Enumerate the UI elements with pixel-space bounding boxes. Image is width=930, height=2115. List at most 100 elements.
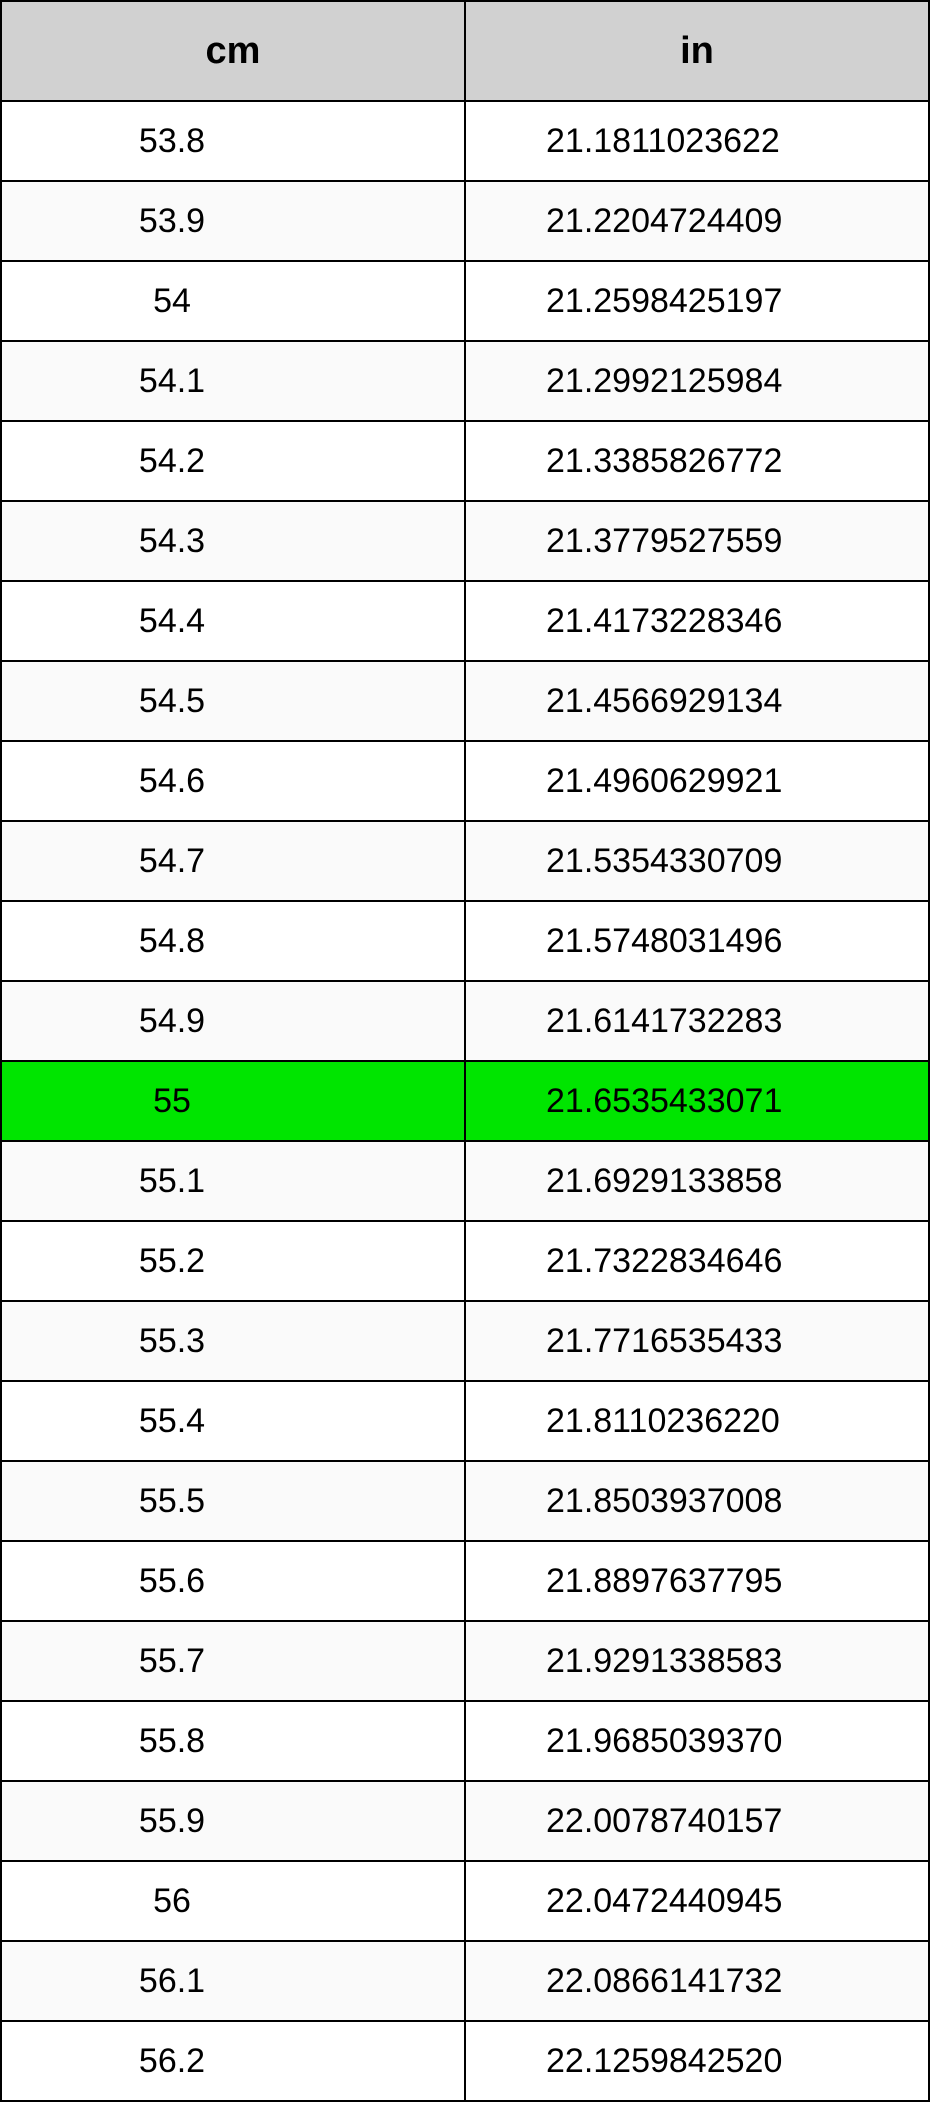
cell-cm-value: 56 xyxy=(132,1882,212,1921)
cell-cm: 54.1 xyxy=(1,341,465,421)
table-row: 54.9 21.6141732283 xyxy=(1,981,929,1061)
cell-in: 22.0472440945 xyxy=(465,1861,929,1941)
cell-in: 21.5354330709 xyxy=(465,821,929,901)
cell-cm-value: 54.4 xyxy=(132,602,212,641)
cell-in: 21.1811023622 xyxy=(465,101,929,181)
cell-in-value: 22.0866141732 xyxy=(546,1962,782,2001)
cell-in-value: 21.1811023622 xyxy=(546,122,780,161)
cell-cm-value: 55.2 xyxy=(132,1242,212,1281)
cell-in: 21.7322834646 xyxy=(465,1221,929,1301)
cell-cm-value: 55.1 xyxy=(132,1162,212,1201)
cell-in-value: 22.1259842520 xyxy=(546,2042,782,2081)
cell-cm: 55 xyxy=(1,1061,465,1141)
cell-in-value: 21.8503937008 xyxy=(546,1482,782,1521)
cell-cm: 54.3 xyxy=(1,501,465,581)
cell-cm: 55.3 xyxy=(1,1301,465,1381)
cell-in: 21.6141732283 xyxy=(465,981,929,1061)
cell-in: 21.6929133858 xyxy=(465,1141,929,1221)
cell-cm: 54.9 xyxy=(1,981,465,1061)
cell-cm-value: 54.7 xyxy=(132,842,212,881)
cell-in: 21.4566929134 xyxy=(465,661,929,741)
cell-cm: 55.2 xyxy=(1,1221,465,1301)
cell-cm: 54.8 xyxy=(1,901,465,981)
cell-cm: 53.9 xyxy=(1,181,465,261)
table-row: 55.6 21.8897637795 xyxy=(1,1541,929,1621)
cell-cm-value: 55.5 xyxy=(132,1482,212,1521)
table-row: 54.3 21.3779527559 xyxy=(1,501,929,581)
cell-in-value: 21.6141732283 xyxy=(546,1002,782,1041)
cell-in: 21.6535433071 xyxy=(465,1061,929,1141)
cell-in-value: 21.5748031496 xyxy=(546,922,782,961)
table-row: 55.9 22.0078740157 xyxy=(1,1781,929,1861)
conversion-table: cm in 53.8 21.1811023622 53.9 21.2204724409… xyxy=(0,0,930,2102)
table-row: 56.1 22.0866141732 xyxy=(1,1941,929,2021)
cell-cm-value: 56.2 xyxy=(132,2042,212,2081)
cell-cm: 55.9 xyxy=(1,1781,465,1861)
cell-in: 22.1259842520 xyxy=(465,2021,929,2101)
table-row: 55.3 21.7716535433 xyxy=(1,1301,929,1381)
cell-in-value: 21.3779527559 xyxy=(546,522,782,561)
cell-in-value: 21.6929133858 xyxy=(546,1162,782,1201)
cell-cm-value: 55.8 xyxy=(132,1722,212,1761)
cell-in-value: 21.4173228346 xyxy=(546,602,782,641)
cell-cm-value: 54.1 xyxy=(132,362,212,401)
cell-in: 21.9291338583 xyxy=(465,1621,929,1701)
column-header-in: in xyxy=(465,1,929,101)
cell-in-value: 21.2598425197 xyxy=(546,282,782,321)
table-row: 54 21.2598425197 xyxy=(1,261,929,341)
table-row: 54.621.4960629921 xyxy=(1,741,929,821)
cell-in: 21.2992125984 xyxy=(465,341,929,421)
cell-in-value: 21.3385826772 xyxy=(546,442,782,481)
cell-cm: 54.2 xyxy=(1,421,465,501)
cell-cm-value: 56.1 xyxy=(132,1962,212,2001)
cell-in-value: 21.5354330709 xyxy=(546,842,782,881)
cell-cm: 54.4 xyxy=(1,581,465,661)
table-row: 55.2 21.7322834646 xyxy=(1,1221,929,1301)
cell-in: 21.4960629921 xyxy=(465,741,929,821)
table-row: 54.4 21.4173228346 xyxy=(1,581,929,661)
cell-in: 21.9685039370 xyxy=(465,1701,929,1781)
cell-in-value: 21.7716535433 xyxy=(546,1322,782,1361)
cell-in-value: 21.4566929134 xyxy=(546,682,782,721)
table-row: 55.8 21.9685039370 xyxy=(1,1701,929,1781)
table-row: 54.8 21.5748031496 xyxy=(1,901,929,981)
cell-in: 21.5748031496 xyxy=(465,901,929,981)
cell-in: 21.8897637795 xyxy=(465,1541,929,1621)
table-header-row: cm in xyxy=(1,1,929,101)
table-row: 53.9 21.2204724409 xyxy=(1,181,929,261)
cell-cm-value: 54.5 xyxy=(132,682,212,721)
cell-cm: 55.6 xyxy=(1,1541,465,1621)
table-row: 54.7 21.5354330709 xyxy=(1,821,929,901)
cell-cm-value: 55 xyxy=(132,1082,212,1121)
cell-in-value: 21.8897637795 xyxy=(546,1562,782,1601)
cell-cm: 56.1 xyxy=(1,1941,465,2021)
cell-cm-value: 55.9 xyxy=(132,1802,212,1841)
cell-in-value: 21.2204724409 xyxy=(546,202,782,241)
cell-cm: 54.5 xyxy=(1,661,465,741)
cell-in-value: 21.4960629921 xyxy=(546,762,782,801)
cell-cm: 55.8 xyxy=(1,1701,465,1781)
cell-in: 21.2598425197 xyxy=(465,261,929,341)
cell-cm: 56 xyxy=(1,1861,465,1941)
cell-in: 21.7716535433 xyxy=(465,1301,929,1381)
cell-cm: 55.4 xyxy=(1,1381,465,1461)
table-row: 54.2 21.3385826772 xyxy=(1,421,929,501)
table-row: 53.8 21.1811023622 xyxy=(1,101,929,181)
cell-in-value: 21.9291338583 xyxy=(546,1642,782,1681)
cell-cm: 53.8 xyxy=(1,101,465,181)
cell-in: 21.2204724409 xyxy=(465,181,929,261)
cell-cm-value: 53.8 xyxy=(132,122,212,161)
cell-in: 21.4173228346 xyxy=(465,581,929,661)
cell-in-value: 21.6535433071 xyxy=(546,1082,782,1121)
cell-cm-value: 55.4 xyxy=(132,1402,212,1441)
cell-cm-value: 55.6 xyxy=(132,1562,212,1601)
table-row: 54.1 21.2992125984 xyxy=(1,341,929,421)
cell-in: 22.0078740157 xyxy=(465,1781,929,1861)
table-row: 55.1 21.6929133858 xyxy=(1,1141,929,1221)
cell-cm-value: 55.3 xyxy=(132,1322,212,1361)
cell-cm-value: 55.7 xyxy=(132,1642,212,1681)
cell-cm: 56.2 xyxy=(1,2021,465,2101)
cell-cm: 54 xyxy=(1,261,465,341)
column-header-cm: cm xyxy=(1,1,465,101)
table-row: 54.5 21.4566929134 xyxy=(1,661,929,741)
